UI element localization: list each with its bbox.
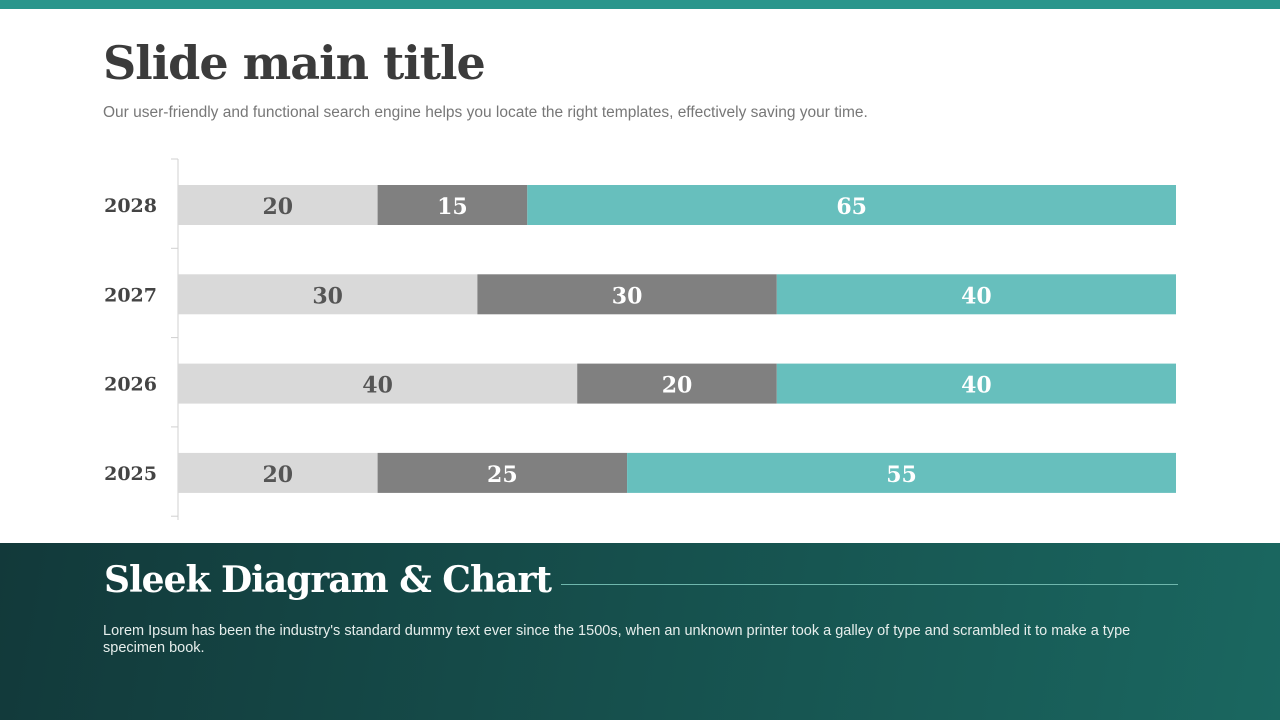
data-label: 40 xyxy=(961,373,992,399)
data-label: 25 xyxy=(487,462,518,488)
bar-segment xyxy=(527,185,1176,225)
footer-text: Lorem Ipsum has been the industry's stan… xyxy=(103,623,1131,656)
footer-divider xyxy=(561,584,1178,585)
bar-segment xyxy=(627,452,1176,493)
data-label: 40 xyxy=(961,283,992,309)
bar-segment xyxy=(377,185,528,225)
bar-segment xyxy=(577,363,777,404)
category-label: 2025 xyxy=(104,463,157,485)
bar-segment xyxy=(477,274,777,315)
data-label: 20 xyxy=(262,194,293,220)
category-label: 2028 xyxy=(104,195,157,217)
slide-title: Slide main title xyxy=(103,36,486,90)
bar-segment xyxy=(776,274,1176,315)
bar-segment xyxy=(178,363,578,404)
data-label: 30 xyxy=(312,283,343,309)
data-label: 30 xyxy=(612,283,643,309)
bar-segment xyxy=(178,274,478,315)
data-label: 55 xyxy=(886,462,917,488)
data-label: 20 xyxy=(662,373,693,399)
bar-segment xyxy=(377,452,628,493)
footer-title: Sleek Diagram & Chart xyxy=(104,559,552,601)
slide-subtitle: Our user-friendly and functional search … xyxy=(103,104,868,121)
data-label: 20 xyxy=(262,462,293,488)
bar-segment xyxy=(178,185,378,225)
footer-panel: Sleek Diagram & Chart Lorem Ipsum has be… xyxy=(0,543,1280,720)
bar-segment xyxy=(178,452,378,493)
data-label: 40 xyxy=(362,373,393,399)
top-accent-band xyxy=(0,0,1280,9)
data-label: 15 xyxy=(437,194,468,220)
data-label: 65 xyxy=(836,194,867,220)
category-label: 2027 xyxy=(104,284,157,306)
category-label: 2026 xyxy=(104,374,157,396)
bar-segment xyxy=(776,363,1176,404)
